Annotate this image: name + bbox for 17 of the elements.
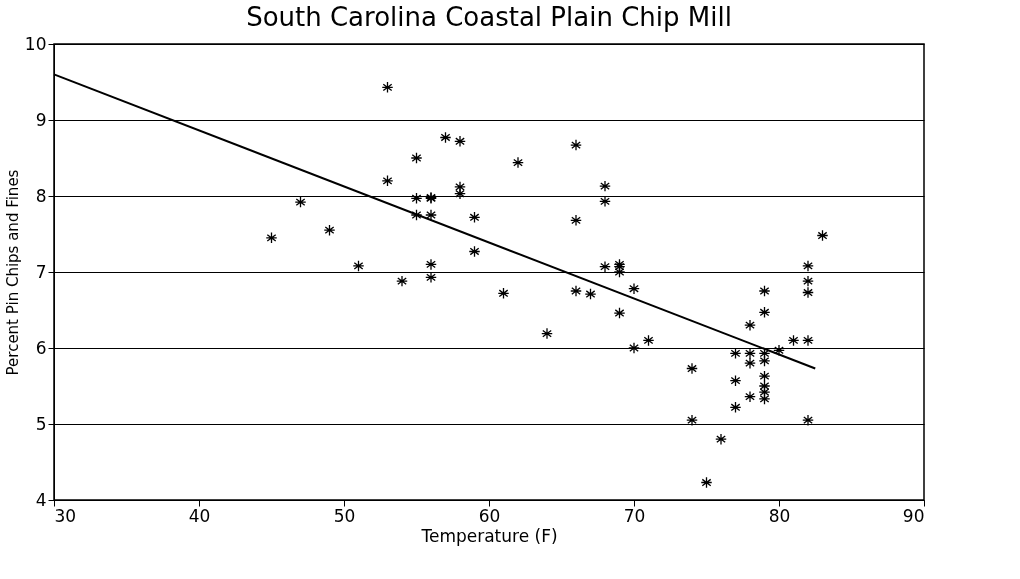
x-tick-label: 30 bbox=[54, 505, 77, 526]
y-tick-label: 5 bbox=[35, 413, 47, 434]
chart-title: South Carolina Coastal Plain Chip Mill bbox=[246, 2, 732, 32]
x-tick-label: 60 bbox=[478, 505, 501, 526]
x-tick-label: 50 bbox=[333, 505, 356, 526]
x-tick-label: 80 bbox=[768, 505, 791, 526]
y-axis-title: Percent Pin Chips and Fines bbox=[3, 169, 22, 376]
y-tick-label: 9 bbox=[35, 109, 47, 130]
y-tick-label: 7 bbox=[35, 261, 47, 282]
x-tick-label: 40 bbox=[188, 505, 211, 526]
y-tick-label: 4 bbox=[35, 489, 47, 510]
x-tick-label: 90 bbox=[902, 505, 925, 526]
x-axis-title: Temperature (F) bbox=[420, 525, 558, 546]
y-tick-label: 8 bbox=[35, 185, 47, 206]
x-tick-label: 70 bbox=[623, 505, 646, 526]
y-tick-label: 6 bbox=[35, 337, 47, 358]
y-tick-label: 10 bbox=[24, 33, 47, 54]
